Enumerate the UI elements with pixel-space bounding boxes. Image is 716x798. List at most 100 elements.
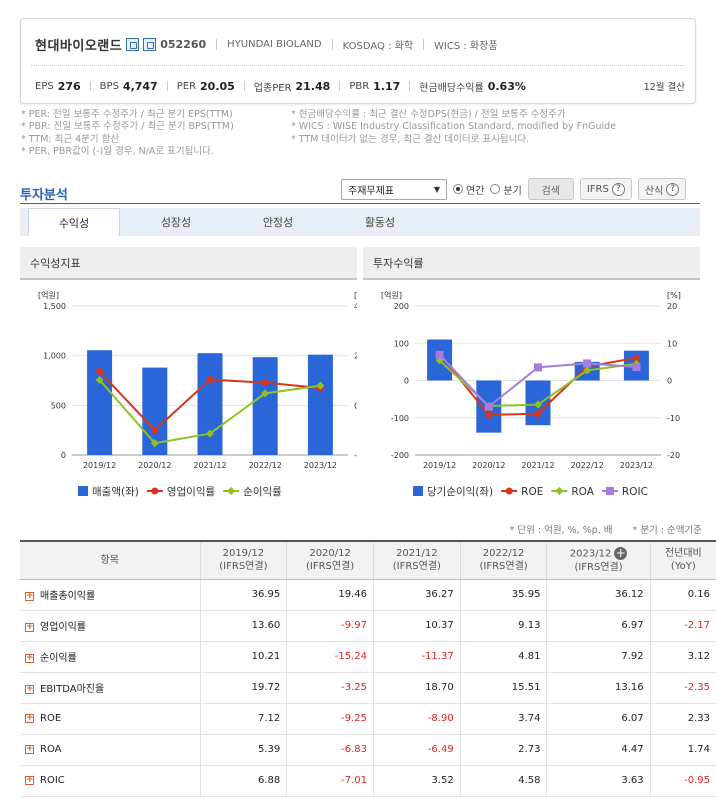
left-axis-unit: [억원] [38, 290, 59, 300]
metric-label: EPS [35, 80, 54, 92]
radio-dot-icon [490, 184, 501, 194]
value-cell: 19.72 [199, 672, 287, 704]
left-tick-label: -200 [391, 451, 409, 460]
metric-item: 업종PER 21.48 [254, 79, 331, 94]
table-row: + ROA 5.39 -6.83 -6.49 2.73 4.47 1.74 [20, 734, 716, 766]
tab-stability[interactable]: 안정성 [262, 216, 294, 229]
expand-plus-icon[interactable]: + [25, 590, 34, 601]
radio-quarter-label: 분기 [503, 185, 522, 197]
value-cell: 1.74 [649, 734, 716, 766]
value-cell: 4.47 [546, 734, 651, 766]
table-row: + ROIC 6.88 -7.01 3.52 4.58 3.63 -0.95 [20, 765, 716, 797]
expand-plus-icon[interactable]: + [25, 621, 34, 632]
line-point [261, 379, 269, 387]
metric-label: 현금배당수익률 [419, 82, 484, 94]
footnotes-right: * 현금배당수익률 : 최근 결산 수정DPS(현금) / 전일 보통주 수정주… [291, 109, 616, 146]
metric-value: 1.17 [373, 79, 401, 93]
legend-item[interactable]: ROA [551, 486, 595, 498]
x-tick-label: 2019/12 [423, 461, 456, 470]
legend-item[interactable]: 순이익률 [223, 486, 282, 498]
bar [252, 357, 278, 455]
row-label-cell[interactable]: + EBITDA마진율 [20, 672, 200, 704]
row-label-cell[interactable]: + ROE [20, 703, 200, 735]
legend-marker [605, 487, 614, 495]
profitability-chart: 1,500 1,000 500 0 40 20 0 -20 [억원] [%] 2019/12 2020… [38, 290, 357, 498]
left-tick-label: 500 [51, 401, 66, 410]
line-point [485, 411, 493, 419]
value-cell: 3.63 [546, 765, 651, 797]
value-cell: 7.12 [199, 703, 287, 735]
header-top: 항목 [100, 554, 119, 566]
add-column-icon[interactable]: + [614, 546, 628, 560]
market-info: KOSDAQ : 화학 [342, 40, 414, 52]
x-tick-label: 2023/12 [620, 461, 653, 470]
value-cell: 10.37 [372, 610, 461, 642]
legend-label: ROE [521, 486, 543, 498]
period-column-header: 2022/12 (IFRS연결) [459, 540, 547, 580]
value-cell: 10.21 [199, 641, 287, 673]
controls-bar: 주재무제표 ▼ 연간 분기 검색 IFRS? 산식? [341, 178, 687, 200]
period-column-header: 2019/12 (IFRS연결) [199, 540, 287, 580]
statement-select[interactable]: 주재무제표 ▼ [341, 178, 447, 200]
building-icon[interactable] [143, 37, 157, 51]
expand-plus-icon[interactable]: + [25, 743, 34, 754]
expand-plus-icon[interactable]: + [25, 683, 34, 694]
legend-item[interactable]: ROIC [601, 486, 648, 498]
radio-annual-label: 연간 [466, 185, 485, 197]
right-tick-label: -20 [667, 451, 680, 460]
section-underline [20, 203, 700, 204]
english-name: HYUNDAI BIOLAND [227, 38, 322, 50]
formula-help-button[interactable]: 산식? [637, 178, 687, 200]
row-label: 영업이익률 [40, 622, 86, 633]
legend-item[interactable]: 당기순이익(좌) [413, 486, 493, 498]
header-bottom: (YoY) [670, 561, 696, 573]
right-tick-label: -10 [667, 414, 680, 423]
header-top: 2022/12 [482, 548, 525, 560]
expand-plus-icon[interactable]: + [25, 774, 34, 785]
period-column-header: 2021/12 (IFRS연결) [372, 540, 461, 580]
table-row: + ROE 7.12 -9.25 -8.90 3.74 6.07 2.33 [20, 703, 716, 735]
value-cell: -11.37 [372, 641, 461, 673]
table-body: + 매출총이익률 36.95 19.46 36.27 35.95 36.12 0.16 + 영업이… [20, 579, 716, 797]
company-name: 현대바이오랜드 [35, 38, 123, 54]
radio-quarter[interactable]: 분기 [490, 182, 522, 197]
value-cell: 2.73 [459, 734, 547, 766]
row-label-cell[interactable]: + ROIC [20, 765, 200, 797]
legend-item[interactable]: ROE [501, 486, 543, 498]
value-cell: 5.39 [199, 734, 287, 766]
divider [166, 81, 168, 91]
search-button[interactable]: 검색 [527, 178, 574, 200]
ifrs-help-button[interactable]: IFRS? [579, 178, 632, 200]
metric-item: PBR 1.17 [349, 80, 400, 93]
tab-activity[interactable]: 활동성 [364, 216, 396, 229]
value-cell: -3.25 [286, 672, 374, 704]
home-icon[interactable] [126, 37, 140, 51]
line-point [534, 400, 542, 409]
tab-profitability[interactable]: 수익성 [28, 208, 120, 236]
tab-growth[interactable]: 성장성 [160, 216, 192, 229]
footnote-line: * PER, PBR값이 (-)일 경우, N/A로 표기됩니다. [21, 145, 214, 157]
value-cell: -7.01 [286, 765, 374, 797]
bar [307, 354, 333, 455]
header-bottom: (IFRS연결) [219, 561, 268, 573]
right-tick-label: 0 [354, 401, 357, 410]
row-label-cell[interactable]: + 순이익률 [20, 641, 200, 673]
investment-return-panel: 투자수익률 200 100 0 -100 -200 20 10 0 -10 -20 [억원] [%] 2… [363, 247, 700, 513]
row-label-cell[interactable]: + ROA [20, 734, 200, 766]
radio-annual[interactable]: 연간 [453, 182, 484, 197]
row-label-cell[interactable]: + 매출총이익률 [20, 579, 200, 611]
expand-plus-icon[interactable]: + [25, 652, 34, 663]
legend-item[interactable]: 영업이익률 [146, 485, 216, 498]
value-cell: 2.33 [649, 703, 716, 735]
line-point [206, 376, 214, 384]
header-top: 2020/12 [309, 548, 351, 560]
expand-plus-icon[interactable]: + [25, 712, 34, 723]
legend-marker [151, 487, 159, 495]
row-label: EBITDA마진율 [40, 684, 105, 695]
value-cell: -2.35 [649, 672, 716, 704]
row-label: 매출총이익률 [40, 591, 96, 602]
row-label-cell[interactable]: + 영업이익률 [20, 610, 200, 642]
value-cell: 36.12 [546, 579, 651, 611]
legend-item[interactable]: 매출액(좌) [78, 486, 139, 498]
line-point [261, 389, 270, 398]
